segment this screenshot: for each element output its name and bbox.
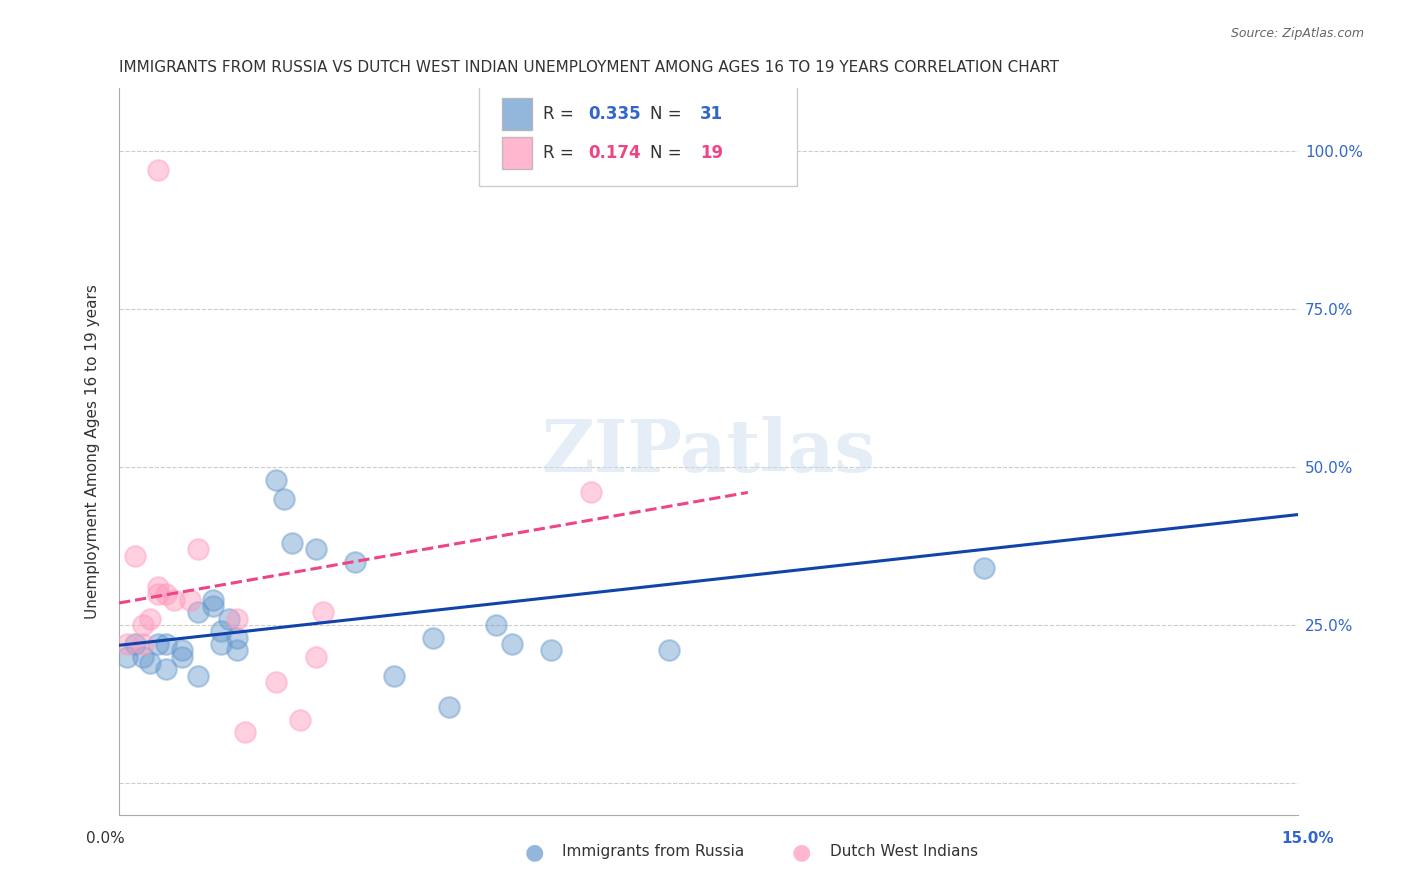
Point (115, 637, 138, 651)
Point (382, 668, 405, 682)
Text: 19: 19 (700, 144, 723, 162)
Text: 0.0%: 0.0% (86, 831, 125, 846)
Point (155, 637, 177, 651)
Point (501, 637, 523, 651)
Text: N =: N = (650, 104, 686, 123)
Point (343, 555, 366, 569)
Point (209, 624, 232, 639)
Point (264, 674, 287, 689)
Point (304, 542, 326, 557)
Point (264, 473, 287, 487)
Text: IMMIGRANTS FROM RUSSIA VS DUTCH WEST INDIAN UNEMPLOYMENT AMONG AGES 16 TO 19 YEA: IMMIGRANTS FROM RUSSIA VS DUTCH WEST IND… (120, 60, 1059, 75)
Point (187, 606, 209, 620)
Point (226, 612, 249, 626)
Point (209, 637, 232, 651)
Text: 0.335: 0.335 (588, 104, 641, 123)
Text: ●: ● (524, 842, 544, 862)
Point (179, 592, 201, 607)
Point (540, 643, 562, 657)
Point (273, 491, 295, 506)
Point (226, 631, 249, 645)
Point (281, 536, 304, 550)
Point (187, 668, 209, 682)
Text: N =: N = (650, 144, 686, 162)
Point (131, 649, 153, 664)
Point (304, 649, 326, 664)
Text: ●: ● (792, 842, 811, 862)
Point (163, 592, 186, 607)
Point (312, 606, 335, 620)
Point (148, 586, 170, 600)
Point (226, 643, 249, 657)
Text: 31: 31 (700, 104, 723, 123)
Text: ZIPatlas: ZIPatlas (541, 416, 876, 487)
Point (202, 599, 225, 614)
Point (148, 163, 170, 178)
Point (422, 631, 444, 645)
Text: 15.0%: 15.0% (1281, 831, 1334, 846)
FancyBboxPatch shape (478, 78, 797, 186)
Point (139, 612, 162, 626)
Point (124, 549, 146, 563)
Point (155, 586, 177, 600)
Point (170, 649, 193, 664)
Point (115, 649, 138, 664)
Point (233, 725, 256, 739)
Point (148, 637, 170, 651)
Point (485, 618, 508, 632)
Point (124, 637, 146, 651)
Text: Source: ZipAtlas.com: Source: ZipAtlas.com (1230, 27, 1364, 40)
Point (139, 656, 162, 670)
Point (288, 713, 311, 727)
Point (202, 592, 225, 607)
Text: 0.174: 0.174 (588, 144, 641, 162)
Bar (502, 137, 531, 169)
Point (187, 542, 209, 557)
Bar (502, 98, 531, 129)
Text: Dutch West Indians: Dutch West Indians (830, 845, 977, 859)
Text: R =: R = (544, 144, 579, 162)
Point (170, 643, 193, 657)
Text: R =: R = (544, 104, 579, 123)
Point (658, 643, 681, 657)
Point (579, 485, 602, 500)
Point (437, 700, 460, 714)
Point (148, 580, 170, 594)
Point (973, 561, 995, 575)
Point (218, 612, 240, 626)
Point (131, 618, 153, 632)
Point (131, 637, 153, 651)
Y-axis label: Unemployment Among Ages 16 to 19 years: Unemployment Among Ages 16 to 19 years (86, 284, 100, 619)
Point (155, 662, 177, 676)
Text: Immigrants from Russia: Immigrants from Russia (562, 845, 745, 859)
